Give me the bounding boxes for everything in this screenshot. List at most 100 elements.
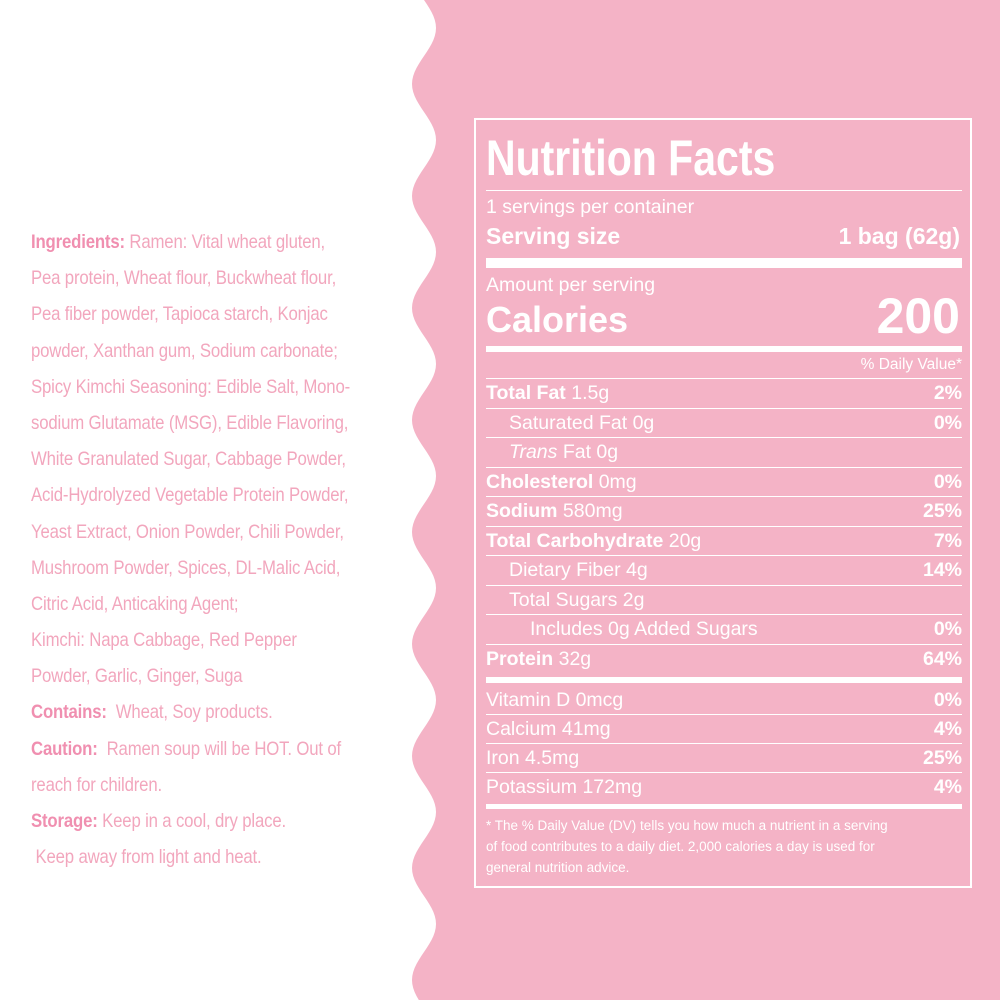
ingredients-line: Pea protein, Wheat flour, Buckwheat flou… — [31, 260, 362, 296]
nutrient-daily-value: 7% — [933, 529, 962, 552]
nutrient-bold-name: Total Carbohydrate — [486, 529, 664, 552]
nutrient-name: Sodium 580mg — [486, 497, 623, 526]
ingredients-line: Kimchi: Napa Cabbage, Red Pepper — [31, 622, 362, 658]
ingredients-text: Wheat, Soy products. — [106, 701, 273, 724]
serving-size-label: Serving size — [486, 223, 621, 249]
ingredients-heading: Ingredients: — [31, 231, 125, 253]
nutrient-name: Dietary Fiber 4g — [509, 556, 648, 585]
nutrient-daily-value: 0% — [933, 470, 962, 493]
ingredients-line: Citric Acid, Anticaking Agent; — [31, 586, 362, 622]
vitamin-divider — [486, 772, 962, 773]
ingredients-text: Pea fiber powder, Tapioca starch, Konjac — [31, 303, 328, 326]
ingredients-line: White Granulated Sugar, Cabbage Powder, — [31, 441, 362, 477]
nutrient-daily-value: 0% — [933, 618, 962, 640]
vitamin-daily-value: 4% — [933, 718, 962, 740]
ingredients-text-block: Ingredients: Ramen: Vital wheat gluten, P… — [31, 224, 362, 875]
ingredients-text: Ramen soup will be HOT. Out of — [97, 737, 342, 760]
amount-per-serving: Amount per serving — [486, 274, 656, 296]
ingredients-text: sodium Glutamate (MSG), Edible Flavoring… — [31, 411, 349, 434]
serving-size-value: 1 bag (62g) — [838, 223, 960, 249]
ingredients-text: Keep in a cool, dry place. — [97, 810, 286, 832]
nutrient-divider — [486, 525, 962, 527]
nutrient-daily-value: 25% — [922, 500, 962, 522]
nutrient-amount: 20g — [663, 529, 702, 552]
nutrient-name: Saturated Fat 0g — [509, 409, 654, 438]
nutrient-row: Saturated Fat 0g 0% — [486, 409, 962, 438]
nutrient-name: Includes 0g Added Sugars — [530, 615, 758, 644]
nutrient-name: Total Fat 1.5g — [486, 379, 609, 408]
nutrient-divider — [486, 643, 962, 645]
nutrient-amount: 32g — [553, 647, 592, 670]
nutrient-name: Protein 32g — [486, 645, 591, 674]
calories-value: 200 — [876, 288, 960, 344]
ingredients-line: Pea fiber powder, Tapioca starch, Konjac — [31, 296, 362, 332]
nutrient-amount: Fat 0g — [557, 441, 619, 463]
vitamin-divider — [486, 743, 962, 744]
nutrition-facts-label: Nutrition Facts 1 servings per container… — [474, 118, 972, 888]
vitamin-row: Vitamin D 0mcg 0% — [486, 686, 962, 715]
ingredients-text: Mushroom Powder, Spices, DL-Malic Acid, — [31, 556, 341, 579]
footnote-line: of food contributes to a daily diet. 2,0… — [486, 839, 875, 854]
servings-per-container: 1 servings per container — [486, 196, 695, 218]
ingredients-line: sodium Glutamate (MSG), Edible Flavoring… — [31, 405, 362, 441]
thick-divider-calories — [486, 346, 962, 352]
ingredients-heading: Caution: — [31, 737, 98, 760]
ingredients-line: reach for children. — [31, 767, 362, 803]
nutrient-name: Total Carbohydrate 20g — [486, 527, 701, 556]
ingredients-text: powder, Xanthan gum, Sodium carbonate; — [31, 339, 338, 362]
nutrient-row: Total Sugars 2g — [486, 586, 962, 615]
nutrient-daily-value: 14% — [922, 559, 962, 581]
nutrient-bold-name: Sodium — [486, 500, 558, 522]
nutrient-row: Protein 32g 64% — [486, 645, 962, 674]
nutrient-amount: 0mg — [593, 470, 637, 493]
daily-value-footnote: * The % Daily Value (DV) tells you how m… — [486, 815, 962, 878]
nutrient-amount: Dietary Fiber 4g — [509, 559, 648, 581]
ingredients-line: powder, Xanthan gum, Sodium carbonate; — [31, 333, 362, 369]
nutrient-divider — [486, 378, 962, 379]
ingredients-line: Spicy Kimchi Seasoning: Edible Salt, Mon… — [31, 369, 362, 405]
nutrient-name: Cholesterol 0mg — [486, 468, 637, 497]
nutrient-bold-name: Protein — [486, 647, 554, 670]
nutrient-name: Trans Fat 0g — [509, 438, 618, 467]
ingredients-text: Pea protein, Wheat flour, Buckwheat flou… — [31, 267, 337, 290]
nutrient-amount: 1.5g — [565, 382, 610, 404]
nutrient-italic-name: Trans — [509, 441, 558, 463]
ingredients-line: Ingredients: Ramen: Vital wheat gluten, — [31, 224, 362, 260]
nutrient-divider — [486, 584, 962, 586]
ingredients-text: Acid-Hydrolyzed Vegetable Protein Powder… — [31, 484, 349, 507]
ingredients-text: Keep away from light and heat. — [31, 846, 262, 869]
footnote-line: general nutrition advice. — [486, 860, 630, 875]
vitamin-name: Potassium 172mg — [486, 776, 643, 798]
vitamin-row: Iron 4.5mg 25% — [486, 744, 962, 773]
ingredients-text: Citric Acid, Anticaking Agent; — [31, 592, 239, 615]
ingredients-text: White Granulated Sugar, Cabbage Powder, — [31, 448, 346, 471]
nutrient-row: Sodium 580mg 25% — [486, 497, 962, 526]
nutrient-daily-value: 2% — [933, 382, 962, 404]
nutrient-row: Total Carbohydrate 20g 7% — [486, 527, 962, 556]
ingredients-text: Ramen: Vital wheat gluten, — [124, 231, 326, 253]
nutrient-amount: 580mg — [557, 500, 623, 522]
nutrient-row: Cholesterol 0mg 0% — [486, 468, 962, 497]
vitamin-name: Calcium 41mg — [486, 718, 611, 740]
ingredients-text: Powder, Garlic, Ginger, Suga — [31, 665, 243, 688]
vitamin-daily-value: 25% — [922, 747, 962, 769]
ingredients-line: Caution: Ramen soup will be HOT. Out of — [31, 731, 362, 767]
thick-divider-footnote — [486, 804, 962, 809]
nutrient-divider — [486, 437, 962, 438]
nutrient-amount: Includes 0g Added Sugars — [530, 618, 758, 640]
vitamin-row: Calcium 41mg 4% — [486, 715, 962, 744]
ingredients-heading: Storage: — [31, 810, 98, 832]
ingredients-line: Contains: Wheat, Soy products. — [31, 694, 362, 730]
nutrient-divider — [486, 407, 962, 409]
nutrient-divider — [486, 466, 962, 468]
nutrient-name: Total Sugars 2g — [509, 586, 645, 615]
thick-divider-top — [486, 258, 962, 268]
vitamin-daily-value: 4% — [933, 776, 962, 798]
nutrient-row: Total Fat 1.5g 2% — [486, 379, 962, 408]
vitamin-name: Iron 4.5mg — [486, 747, 580, 769]
ingredients-text: reach for children. — [31, 773, 162, 796]
ingredients-line: Keep away from light and heat. — [31, 839, 362, 875]
ingredients-text: Kimchi: Napa Cabbage, Red Pepper — [31, 629, 297, 652]
nutrient-bold-name: Total Fat — [486, 382, 566, 404]
ingredients-text: Spicy Kimchi Seasoning: Edible Salt, Mon… — [31, 375, 351, 398]
